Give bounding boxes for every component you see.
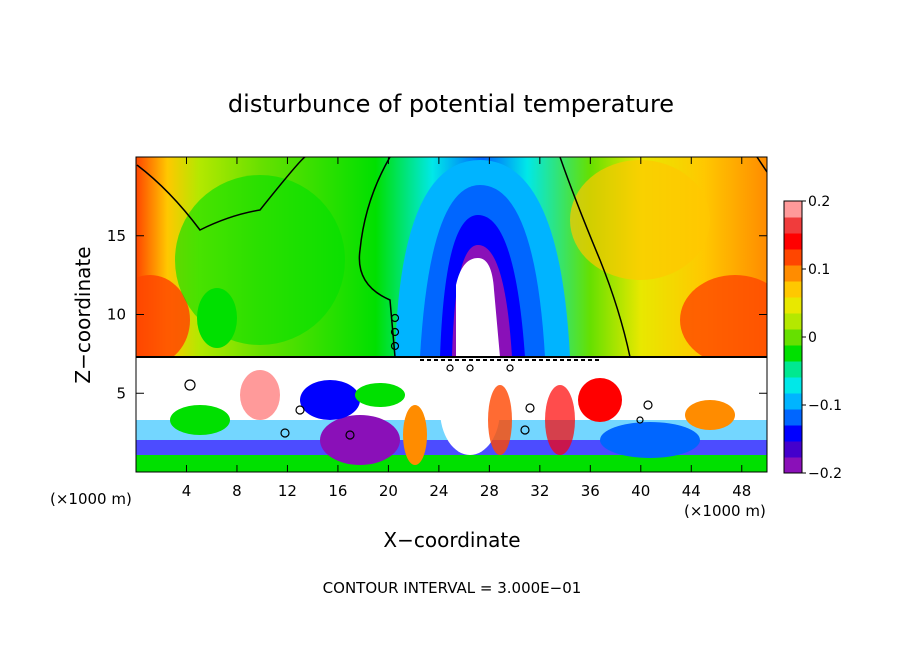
plot-area [136,157,767,472]
green-island [197,288,237,348]
colorbar-swatch [784,425,802,442]
warm-blob-1 [240,370,280,420]
cold-plume-center [456,258,500,357]
colorbar-swatch [784,313,802,330]
chart-title: disturbunce of potential temperature [228,90,674,118]
warm-blob-4 [403,405,427,465]
y-tick-label: 5 [116,384,126,402]
colorbar-tick-label: 0 [808,330,817,346]
colorbar-swatch [784,265,802,282]
colorbar-swatch [784,329,802,346]
warm-zone-right-top [570,160,710,280]
colorbar-swatch [784,233,802,250]
x-tick-label: 24 [429,482,448,500]
x-axis-label: X−coordinate [383,528,520,552]
colorbar-swatch [784,201,802,218]
x-tick-label: 44 [682,482,701,500]
colorbar [783,200,803,474]
plume-base [440,365,500,455]
colorbar-swatch [784,457,802,474]
colorbar-swatch [784,297,802,314]
colorbar-swatch [784,345,802,362]
x-tick-label: 12 [278,482,297,500]
colorbar-swatch [784,361,802,378]
y-tick-label: 15 [107,227,126,245]
warm-zone-right [680,275,767,365]
x-tick-labels: 4 8 12 16 20 24 28 32 36 40 44 48 [182,482,752,500]
x-axis-unit-right: (×1000 m) [684,502,766,520]
colorbar-labels: 0.2 0.1 0 −0.1 −0.2 [802,194,842,482]
green-blob-2 [355,383,405,407]
colorbar-swatch [784,249,802,266]
colorbar-tick-label: 0.1 [808,262,830,278]
x-tick-label: 36 [581,482,600,500]
y-tick-labels: 5 10 15 [107,227,126,403]
contour-line-left [136,157,306,231]
warm-blob-3 [685,400,735,430]
x-tick-label: 4 [182,482,192,500]
contour-line-right [559,157,631,358]
colorbar-swatch [784,281,802,298]
small-contour-rings [184,313,653,440]
axis-ticks [136,157,767,472]
colorbar-swatch [784,377,802,394]
contour-line-mid [358,157,396,358]
x-axis-unit-left: (×1000 m) [50,490,132,508]
x-tick-label: 40 [631,482,650,500]
x-tick-label: 20 [379,482,398,500]
x-tick-label: 48 [732,482,751,500]
warm-zone-left [136,275,190,365]
green-blob-1 [170,405,230,435]
colorbar-tick-label: 0.2 [808,194,830,210]
x-tick-label: 32 [530,482,549,500]
x-tick-label: 16 [328,482,347,500]
colorbar-tick-label: −0.1 [808,398,842,414]
colorbar-swatch [784,217,802,234]
cold-blob-1 [320,415,400,465]
warm-blob-2 [578,378,622,422]
warm-blob-6 [545,385,575,455]
colorbar-swatch [784,409,802,426]
cold-blob-3 [600,422,700,458]
colorbar-tick-label: −0.2 [808,466,842,482]
y-tick-label: 10 [107,306,126,324]
colorbar-swatch [784,393,802,410]
contour-line-edge [756,157,767,173]
colorbar-swatch [784,441,802,458]
y-axis-label: Z−coordinate [71,246,95,383]
contour-interval-note: CONTOUR INTERVAL = 3.000E−01 [323,579,582,597]
x-tick-label: 28 [480,482,499,500]
warm-blob-5 [488,385,512,455]
lower-band-bottom [136,455,767,472]
x-tick-label: 8 [232,482,242,500]
cold-blob-2 [300,380,360,420]
